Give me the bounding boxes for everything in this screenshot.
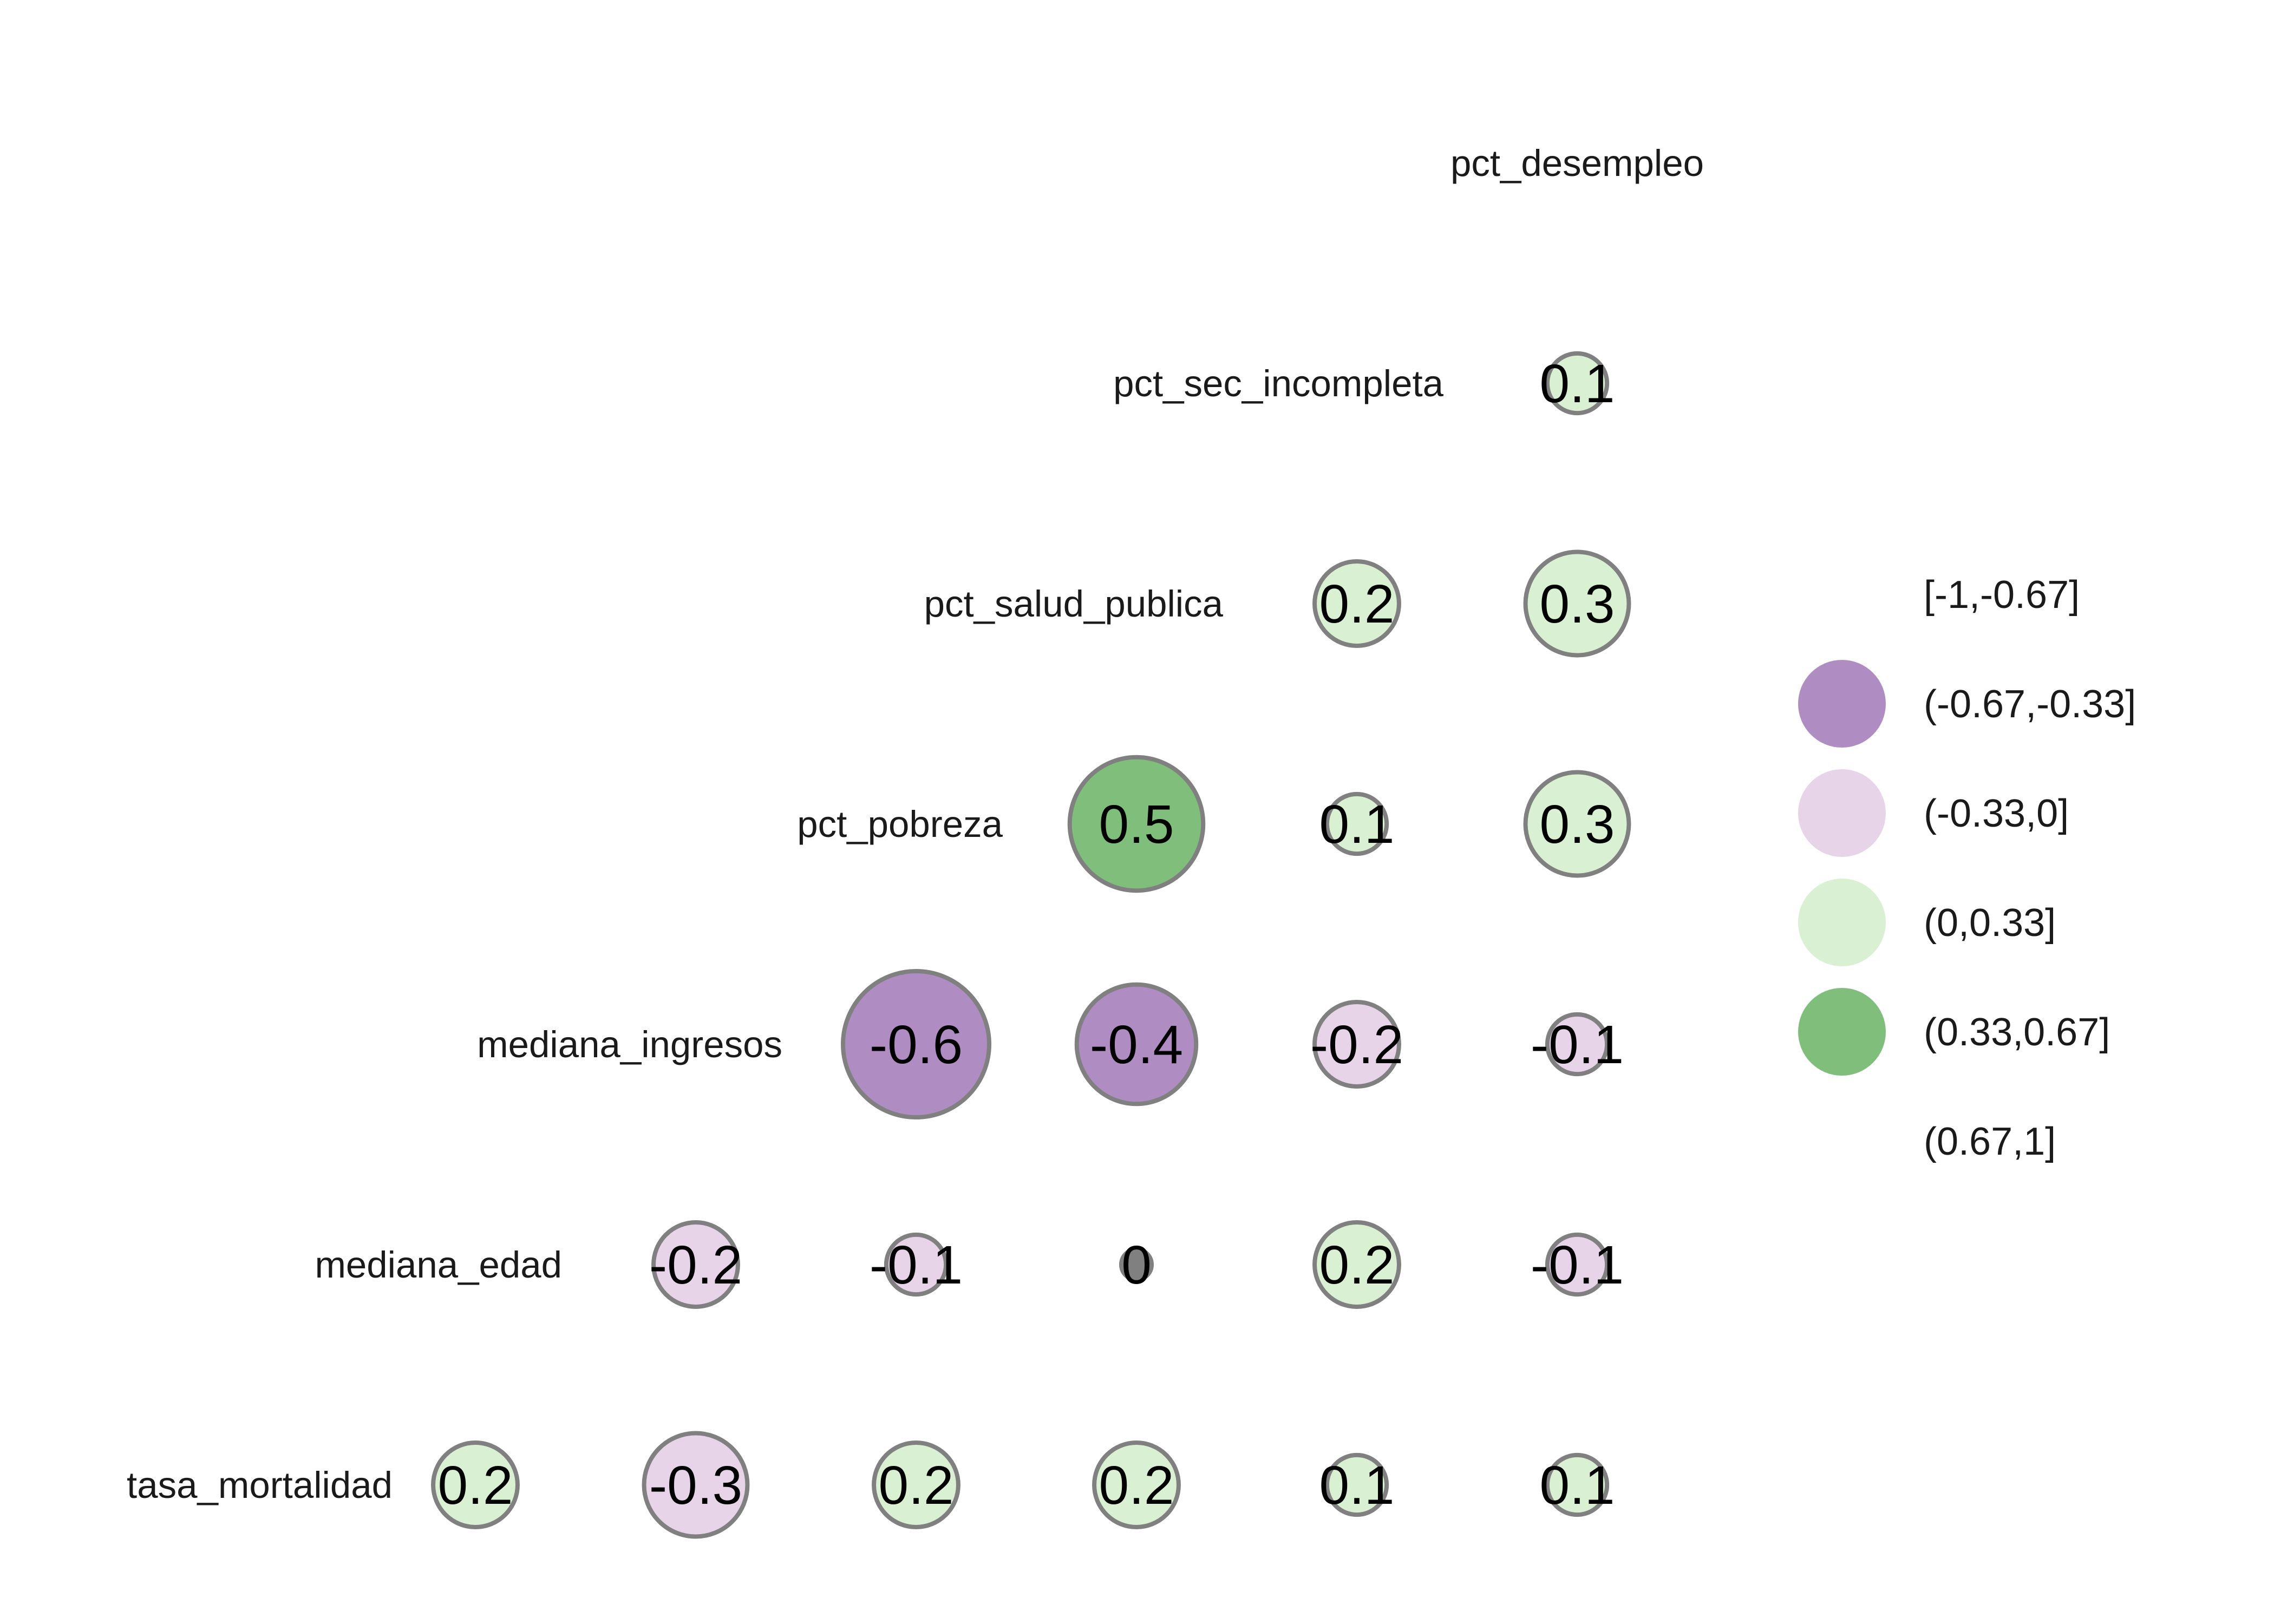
cell-value-label: 0: [1121, 1235, 1152, 1295]
cell-circle: [1074, 982, 1199, 1106]
cell-circle: [1312, 1000, 1401, 1089]
cell-value-label: 0.2: [1319, 1235, 1394, 1295]
legend-label: (0.67,1]: [1924, 1120, 2056, 1163]
cell-mediana_edad-pct_salud_publica: 0: [1119, 1235, 1154, 1295]
cell-value-label: -0.6: [870, 1014, 963, 1075]
legend-entry: (0.33,0.67]: [1798, 988, 2110, 1076]
cell-circle: [1067, 755, 1206, 893]
cell-value-label: 0.1: [1319, 1455, 1394, 1516]
cell-tasa_mortalidad-pct_pobreza: 0.2: [872, 1440, 960, 1529]
cell-tasa_mortalidad-pct_salud_publica: 0.2: [1092, 1440, 1181, 1529]
cell-value-label: 0.1: [1539, 1455, 1615, 1516]
cell-mediana_edad-mediana_ingresos: -0.2: [649, 1220, 742, 1309]
cell-circle: [1523, 549, 1631, 658]
cell-circle: [1545, 1452, 1610, 1517]
cell-tasa_mortalidad-pct_desempleo: 0.1: [1539, 1452, 1615, 1517]
legend-entry: (-0.33,0]: [1798, 769, 2069, 857]
variable-label-mediana_ingresos: mediana_ingresos: [477, 1024, 782, 1065]
cell-value-label: 0.1: [1319, 794, 1394, 855]
legend-label: [-1,-0.67]: [1924, 573, 2080, 617]
cell-value-label: 0.2: [437, 1455, 513, 1516]
legend-swatch: [1798, 988, 1886, 1076]
variable-label-pct_desempleo: pct_desempleo: [1450, 142, 1704, 184]
cell-value-label: 0.2: [1099, 1455, 1174, 1516]
cell-mediana_ingresos-pct_pobreza: -0.6: [841, 969, 991, 1119]
legend-label: (-0.67,-0.33]: [1924, 683, 2136, 726]
legend-swatch: [1798, 879, 1886, 966]
cell-circle: [642, 1431, 750, 1539]
cell-value-label: 0.3: [1539, 794, 1615, 855]
variable-label-tasa_mortalidad: tasa_mortalidad: [127, 1464, 393, 1506]
cell-circle: [1545, 1012, 1610, 1077]
legend-entry: [-1,-0.67]: [1924, 573, 2080, 617]
cell-circle: [1545, 351, 1610, 416]
cell-value-label: -0.1: [1531, 1014, 1624, 1075]
cell-pct_pobreza-pct_desempleo: 0.3: [1523, 770, 1631, 878]
variable-labels: tasa_mortalidad mediana_edad mediana_ingre…: [127, 142, 1704, 1506]
cell-value-label: 0.3: [1539, 574, 1615, 634]
cell-value-label: -0.1: [870, 1235, 963, 1295]
cell-value-label: -0.4: [1090, 1014, 1183, 1075]
cell-mediana_edad-pct_sec_incompleta: 0.2: [1312, 1220, 1401, 1309]
legend: [-1,-0.67] (-0.67,-0.33] (-0.33,0] (0,0.33]…: [1798, 573, 2136, 1163]
cell-circle: [1092, 1440, 1181, 1529]
cell-circle: [651, 1220, 740, 1309]
cell-circle: [872, 1440, 960, 1529]
cell-circle: [1324, 1452, 1389, 1517]
cell-pct_salud_publica-pct_sec_incompleta: 0.2: [1312, 559, 1401, 648]
cell-pct_pobreza-pct_salud_publica: 0.5: [1067, 755, 1206, 893]
cell-circle: [1545, 1232, 1610, 1297]
cell-tasa_mortalidad-mediana_ingresos: -0.3: [642, 1431, 750, 1539]
legend-swatch: [1798, 769, 1886, 857]
cell-value-label: 0.5: [1099, 794, 1174, 855]
cell-circle: [1324, 791, 1389, 856]
cell-mediana_ingresos-pct_salud_publica: -0.4: [1074, 982, 1199, 1106]
cell-mediana_ingresos-pct_sec_incompleta: -0.2: [1310, 1000, 1403, 1089]
legend-label: (-0.33,0]: [1924, 792, 2069, 835]
cell-value-label: -0.3: [649, 1455, 742, 1516]
cell-value-label: -0.1: [1531, 1235, 1624, 1295]
cell-tasa_mortalidad-mediana_edad: 0.2: [431, 1440, 520, 1529]
legend-label: (0.33,0.67]: [1924, 1011, 2110, 1054]
legend-entry: (0.67,1]: [1924, 1120, 2056, 1163]
cell-value-label: 0.2: [878, 1455, 953, 1516]
legend-label: (0,0.33]: [1924, 901, 2056, 945]
variable-label-pct_salud_publica: pct_salud_publica: [924, 583, 1224, 625]
variable-label-pct_pobreza: pct_pobreza: [797, 803, 1003, 845]
cell-circle: [884, 1232, 949, 1297]
cell-circle: [431, 1440, 520, 1529]
legend-entry: (0,0.33]: [1798, 879, 2056, 966]
legend-entry: (-0.67,-0.33]: [1798, 660, 2136, 748]
cell-mediana_ingresos-pct_desempleo: -0.1: [1531, 1012, 1624, 1077]
variable-label-mediana_edad: mediana_edad: [315, 1244, 562, 1286]
cell-value-label: 0.1: [1539, 353, 1615, 414]
cell-pct_pobreza-pct_sec_incompleta: 0.1: [1319, 791, 1395, 856]
cell-pct_sec_incompleta-pct_desempleo: 0.1: [1539, 351, 1615, 416]
cell-pct_salud_publica-pct_desempleo: 0.3: [1523, 549, 1631, 658]
cell-tasa_mortalidad-pct_sec_incompleta: 0.1: [1319, 1452, 1395, 1517]
cell-value-label: -0.2: [649, 1235, 742, 1295]
cell-circle: [841, 969, 991, 1119]
correlation-cells: 0.1 0.2 0.3 0.5 0.1 0.3 -0.6 -0.4 -0.2 -0.1 -0.2 -0…: [431, 351, 1631, 1539]
cell-circle: [1119, 1247, 1154, 1282]
cell-value-label: -0.2: [1310, 1014, 1403, 1075]
variable-label-pct_sec_incompleta: pct_sec_incompleta: [1113, 363, 1443, 404]
cell-mediana_edad-pct_desempleo: -0.1: [1531, 1232, 1624, 1297]
cell-value-label: 0.2: [1319, 574, 1394, 634]
cell-circle: [1312, 1220, 1401, 1309]
cell-mediana_edad-pct_pobreza: -0.1: [870, 1232, 963, 1297]
cell-circle: [1523, 770, 1631, 878]
legend-swatch: [1798, 660, 1886, 748]
cell-circle: [1312, 559, 1401, 648]
